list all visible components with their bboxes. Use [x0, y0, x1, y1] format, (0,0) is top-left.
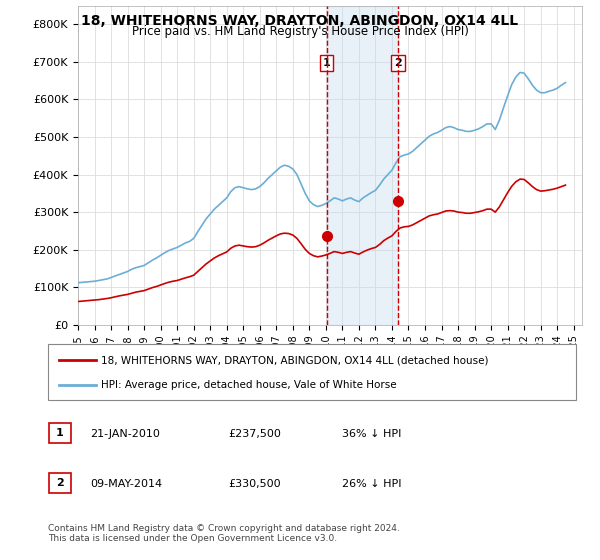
FancyBboxPatch shape — [48, 344, 576, 400]
Text: 2: 2 — [394, 58, 402, 68]
Text: 09-MAY-2014: 09-MAY-2014 — [90, 479, 162, 489]
Bar — [326, 6, 398, 325]
Text: 26% ↓ HPI: 26% ↓ HPI — [342, 479, 401, 489]
Text: £237,500: £237,500 — [228, 429, 281, 439]
Text: 21-JAN-2010: 21-JAN-2010 — [90, 429, 160, 439]
FancyBboxPatch shape — [49, 423, 71, 443]
Text: 1: 1 — [323, 58, 331, 68]
Text: Contains HM Land Registry data © Crown copyright and database right 2024.
This d: Contains HM Land Registry data © Crown c… — [48, 524, 400, 543]
Text: £330,500: £330,500 — [228, 479, 281, 489]
Text: HPI: Average price, detached house, Vale of White Horse: HPI: Average price, detached house, Vale… — [101, 380, 397, 390]
Text: 1: 1 — [56, 428, 64, 438]
Text: 18, WHITEHORNS WAY, DRAYTON, ABINGDON, OX14 4LL: 18, WHITEHORNS WAY, DRAYTON, ABINGDON, O… — [82, 14, 518, 28]
FancyBboxPatch shape — [49, 473, 71, 493]
Text: Price paid vs. HM Land Registry's House Price Index (HPI): Price paid vs. HM Land Registry's House … — [131, 25, 469, 38]
Text: 18, WHITEHORNS WAY, DRAYTON, ABINGDON, OX14 4LL (detached house): 18, WHITEHORNS WAY, DRAYTON, ABINGDON, O… — [101, 355, 488, 365]
Text: 2: 2 — [56, 478, 64, 488]
Text: 36% ↓ HPI: 36% ↓ HPI — [342, 429, 401, 439]
